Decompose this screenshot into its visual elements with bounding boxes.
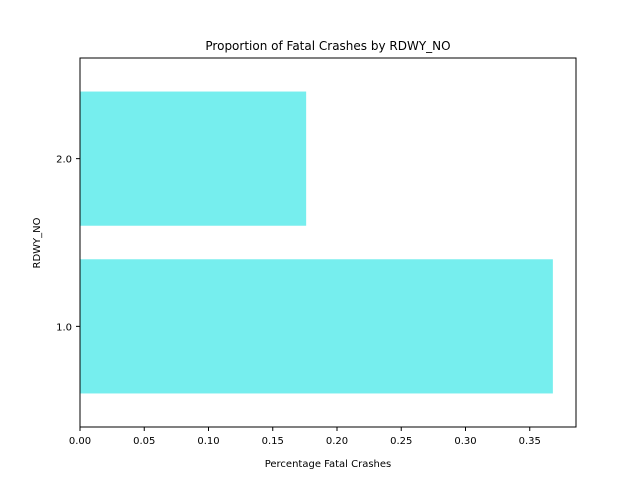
x-tick-label: 0.20 [326, 436, 348, 447]
chart-title: Proportion of Fatal Crashes by RDWY_NO [205, 39, 450, 53]
x-axis-ticks: 0.00 0.05 0.10 0.15 0.20 0.25 0.30 0.35 [69, 427, 541, 447]
x-tick-label: 0.10 [197, 436, 219, 447]
y-tick-label: 1.0 [56, 322, 72, 333]
y-axis-label: RDWY_NO [32, 217, 43, 268]
x-tick-label: 0.00 [69, 436, 91, 447]
plot-frame [79, 57, 577, 428]
bar-2.0 [80, 91, 307, 226]
bar-1.0 [80, 259, 553, 394]
x-tick-label: 0.35 [519, 436, 541, 447]
x-tick-label: 0.30 [454, 436, 476, 447]
y-tick-label: 2.0 [56, 155, 72, 166]
x-axis-label: Percentage Fatal Crashes [265, 459, 392, 470]
x-tick-label: 0.05 [133, 436, 155, 447]
x-tick-label: 0.25 [390, 436, 412, 447]
y-axis-ticks: 1.0 2.0 [56, 155, 80, 333]
bars-group [80, 91, 553, 394]
x-tick-label: 0.15 [262, 436, 284, 447]
